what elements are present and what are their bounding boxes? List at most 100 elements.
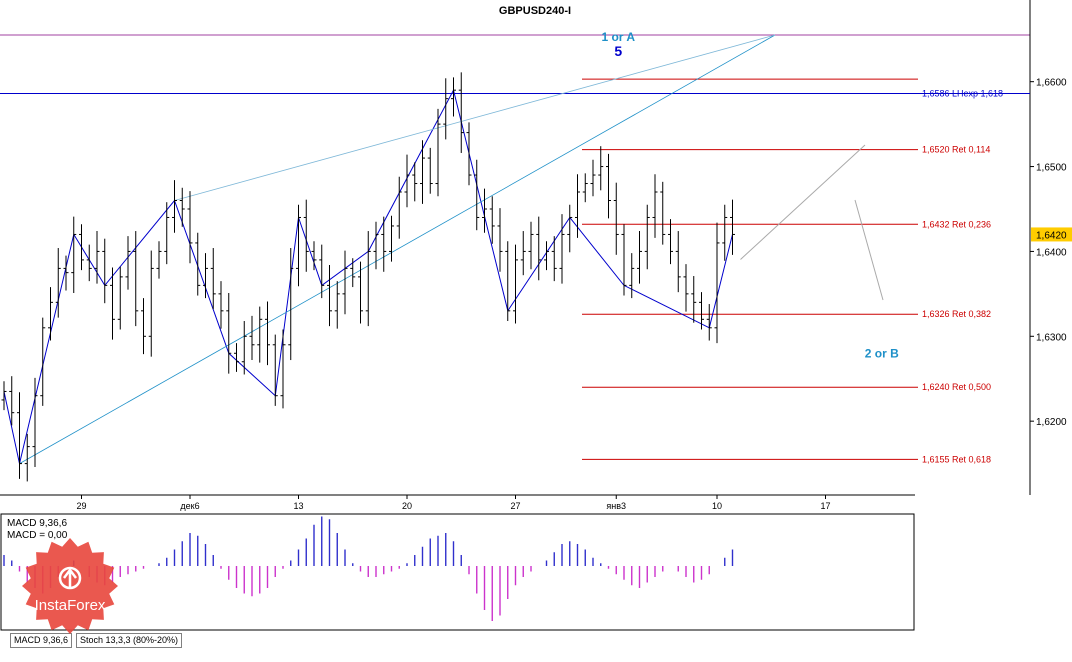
price-bar: [621, 224, 627, 296]
price-bar: [40, 317, 46, 406]
price-bar: [272, 334, 278, 406]
price-bar: [381, 216, 387, 272]
price-bar: [544, 241, 549, 271]
price-bar: [497, 208, 503, 272]
price-bar: [32, 377, 38, 467]
price-bar: [396, 176, 402, 239]
macd-frame: [0, 513, 915, 631]
macd-label: MACD 9,36,6: [7, 518, 67, 529]
price-bar: [303, 199, 309, 272]
x-tick-label: 20: [402, 501, 412, 511]
price-bar: [722, 204, 728, 261]
price-bar: [637, 231, 642, 284]
wave-label-1: 5: [614, 43, 622, 59]
price-bar: [133, 231, 139, 327]
price-bar: [451, 77, 456, 117]
channel-line-upper: [174, 34, 776, 201]
price-bar: [9, 376, 15, 426]
current-price-box: [1031, 227, 1072, 242]
x-tick-label: 29: [76, 501, 86, 511]
level-label-1: 1,6586 LHexp 1,618: [922, 89, 1003, 99]
price-bar: [102, 238, 108, 304]
price-bar: [311, 241, 317, 271]
price-bar: [156, 241, 162, 279]
time-axis: 29 дек6 13 20 27 янв3 10 17: [76, 495, 831, 511]
price-bar: [24, 433, 30, 482]
price-bar: [412, 162, 418, 202]
price-bar: [234, 343, 239, 372]
level-label-6: 1,6155 Ret 0,618: [922, 454, 991, 464]
price-bar: [187, 191, 193, 264]
price-bar: [691, 276, 697, 323]
y-tick-label: 1,6200: [1036, 417, 1067, 428]
price-bar: [699, 292, 704, 330]
price-bar: [652, 174, 658, 238]
price-bar: [218, 281, 224, 329]
price-bar: [598, 146, 604, 191]
price-bar: [505, 241, 511, 322]
macd-value: MACD = 0,00: [7, 530, 68, 541]
price-bar: [79, 224, 84, 271]
projection-path: [740, 144, 884, 301]
price-bar: [435, 108, 441, 197]
price-bar: [172, 180, 177, 233]
price-bar: [350, 258, 356, 288]
price-bar: [1, 381, 7, 411]
price-bar: [241, 321, 247, 375]
y-tick-label: 1,6300: [1036, 332, 1067, 343]
chart-title: GBPUSD240-I: [499, 5, 571, 17]
price-bar: [466, 122, 472, 186]
current-price-label: 1,6420: [1036, 230, 1067, 241]
price-bar: [668, 219, 673, 265]
price-bar: [482, 188, 487, 233]
indicator-tabs: MACD 9,36,6 Stoch 13,3,3 (80%-20%): [0, 632, 1072, 648]
tab-macd[interactable]: MACD 9,36,6: [10, 633, 73, 648]
price-bar: [288, 248, 294, 361]
price-bar: [71, 216, 77, 294]
price-bar: [226, 293, 232, 374]
price-bar: [249, 315, 255, 361]
price-bar: [567, 204, 573, 253]
wave-label-0: 1 or A: [601, 30, 635, 44]
price-bar: [110, 267, 115, 340]
logo-text: InstaForex: [35, 597, 106, 614]
price-bar: [319, 244, 325, 299]
wave-labels: 1 or A5 2 or B: [601, 30, 899, 361]
price-bar: [443, 78, 449, 140]
price-bar: [63, 255, 69, 291]
price-bar: [730, 199, 735, 255]
price-bar: [203, 253, 208, 299]
fib-levels: 1,6586 LHexp 1,618 1,6520 Ret 0,114 1,6432…: [0, 78, 1030, 464]
price-bar: [582, 173, 588, 203]
price-bars: [1, 72, 735, 482]
price-bar: [365, 231, 371, 327]
price-bar: [327, 265, 332, 327]
price-bar: [125, 236, 131, 290]
price-axis: 1,6600 1,6500 1,6400 1,6300 1,6200 1,6420: [1030, 78, 1072, 428]
price-bar: [358, 261, 363, 324]
price-bar: [489, 196, 495, 244]
wave-label-2: 2 or B: [865, 347, 899, 361]
price-bar: [334, 281, 340, 329]
tab-stoch[interactable]: Stoch 13,3,3 (80%-20%): [76, 633, 183, 648]
price-bar: [513, 244, 518, 324]
price-bar: [373, 221, 379, 270]
price-bar: [179, 187, 185, 227]
x-tick-label: 13: [293, 501, 303, 511]
x-tick-label: янв3: [606, 501, 626, 511]
price-bar: [195, 232, 201, 296]
price-bar: [458, 72, 464, 153]
price-bar: [714, 222, 720, 344]
price-bar: [683, 264, 689, 312]
x-tick-label: 17: [820, 501, 830, 511]
x-tick-label: 10: [712, 501, 722, 511]
x-tick-label: 27: [510, 501, 520, 511]
price-bar: [528, 221, 534, 270]
price-bar: [148, 250, 154, 357]
y-tick-label: 1,6400: [1036, 247, 1067, 258]
channel-line: [19, 34, 776, 464]
price-bar: [613, 182, 619, 255]
price-bar: [48, 287, 53, 341]
